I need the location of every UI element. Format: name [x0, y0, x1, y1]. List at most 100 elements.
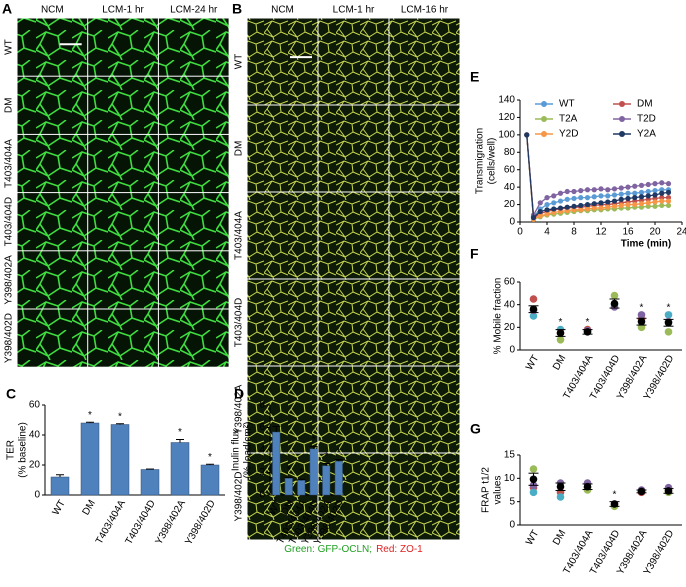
significance-mark: * — [640, 303, 644, 314]
replicate-point — [610, 291, 619, 300]
x-tick-label: T403/404A — [94, 498, 128, 546]
micrograph — [158, 309, 229, 367]
data-point — [611, 198, 618, 204]
data-point — [638, 194, 645, 200]
bar — [200, 464, 220, 496]
significance-mark: * — [299, 467, 303, 478]
series-line — [526, 134, 669, 219]
y-axis-label: FRAP t1/2 — [481, 467, 492, 513]
x-tick-label: 8 — [571, 227, 577, 238]
y-tick-label: 0 — [509, 217, 515, 228]
error-bar — [555, 329, 566, 337]
replicate-point — [529, 295, 538, 303]
data-point — [665, 181, 672, 187]
data-point — [544, 201, 550, 208]
data-point — [665, 189, 672, 195]
data-point — [578, 207, 584, 213]
series-line — [526, 134, 669, 221]
x-tick-label: T403/404D — [124, 498, 158, 546]
caption-part: Red: ZO-1 — [376, 544, 423, 555]
data-point — [551, 193, 557, 199]
data-point — [578, 188, 584, 194]
error-bar — [284, 477, 293, 479]
y-tick-label: 0 — [259, 490, 265, 501]
data-point — [571, 203, 577, 209]
data-point — [659, 198, 665, 204]
data-point — [598, 205, 604, 211]
micrograph — [17, 134, 88, 193]
row-label: T403/404D — [4, 197, 15, 246]
data-point — [530, 215, 537, 221]
x-tick-label: WT — [524, 353, 541, 372]
y-tick-label: 140 — [498, 95, 515, 106]
micrograph — [389, 453, 460, 540]
error-bar — [309, 446, 318, 449]
error-bar — [663, 488, 674, 494]
significance-mark: * — [312, 434, 316, 445]
data-point — [625, 195, 631, 202]
micrograph — [17, 76, 88, 134]
panel-letter: F — [470, 246, 479, 262]
micrograph — [247, 279, 318, 366]
y-tick-label: 15 — [504, 450, 516, 461]
data-point — [557, 205, 564, 211]
legend-marker — [541, 101, 547, 107]
x-tick-label: WT — [524, 528, 541, 547]
micrograph — [158, 18, 229, 76]
data-point — [584, 187, 591, 193]
error-bar — [297, 478, 306, 481]
error-bar — [555, 482, 566, 491]
error-bar — [528, 472, 539, 486]
x-tick-label: 4 — [544, 227, 550, 238]
legend-label: WT — [559, 99, 575, 110]
significance-mark: * — [208, 452, 212, 463]
column-header: LCM-1 hr — [333, 5, 375, 16]
y-axis-label: TER — [6, 440, 17, 460]
x-tick-label: DM — [81, 498, 98, 517]
data-point — [524, 132, 530, 138]
micrograph — [88, 76, 158, 134]
data-point — [584, 195, 591, 201]
row-label: T403/404A — [234, 211, 245, 260]
legend-marker — [541, 131, 547, 137]
significance-mark: * — [586, 317, 590, 328]
caption: Green: GFP-OCLN; Red: ZO-1 — [284, 544, 423, 555]
panel-letter: D — [234, 386, 244, 402]
data-point — [537, 200, 543, 206]
y-tick-label: 20 — [29, 460, 41, 471]
x-tick-label: WT — [51, 498, 68, 517]
legend-label: Y2A — [637, 129, 656, 140]
data-point — [632, 195, 638, 201]
column-header: LCM-1 hr — [102, 5, 144, 16]
panel-letter: G — [470, 421, 481, 437]
micrograph — [318, 18, 389, 105]
replicate-point — [529, 312, 538, 320]
data-point — [598, 200, 604, 206]
series-line — [526, 134, 669, 221]
significance-mark: * — [88, 410, 92, 421]
micrograph — [389, 105, 460, 192]
y-tick-label: 0 — [509, 520, 515, 531]
data-point — [591, 194, 597, 200]
error-bar — [334, 459, 343, 462]
column-header: LCM-16 hr — [401, 5, 449, 16]
micrograph — [17, 309, 88, 367]
x-tick-label: 12 — [595, 227, 607, 238]
error-bar — [206, 463, 214, 465]
data-point — [544, 207, 550, 213]
x-tick-label: Y398/402D — [183, 498, 218, 547]
data-point — [591, 187, 597, 193]
replicate-point — [529, 465, 538, 473]
significance-mark: * — [559, 317, 563, 328]
replicate-point — [556, 336, 565, 344]
data-point — [665, 202, 672, 209]
data-point — [652, 199, 658, 205]
legend-label: T2D — [637, 114, 656, 125]
panel-letter: A — [2, 1, 12, 17]
significance-mark: * — [118, 411, 122, 422]
data-point — [578, 202, 584, 209]
data-point — [611, 192, 618, 198]
significance-mark: * — [337, 447, 341, 458]
data-point — [638, 189, 645, 195]
